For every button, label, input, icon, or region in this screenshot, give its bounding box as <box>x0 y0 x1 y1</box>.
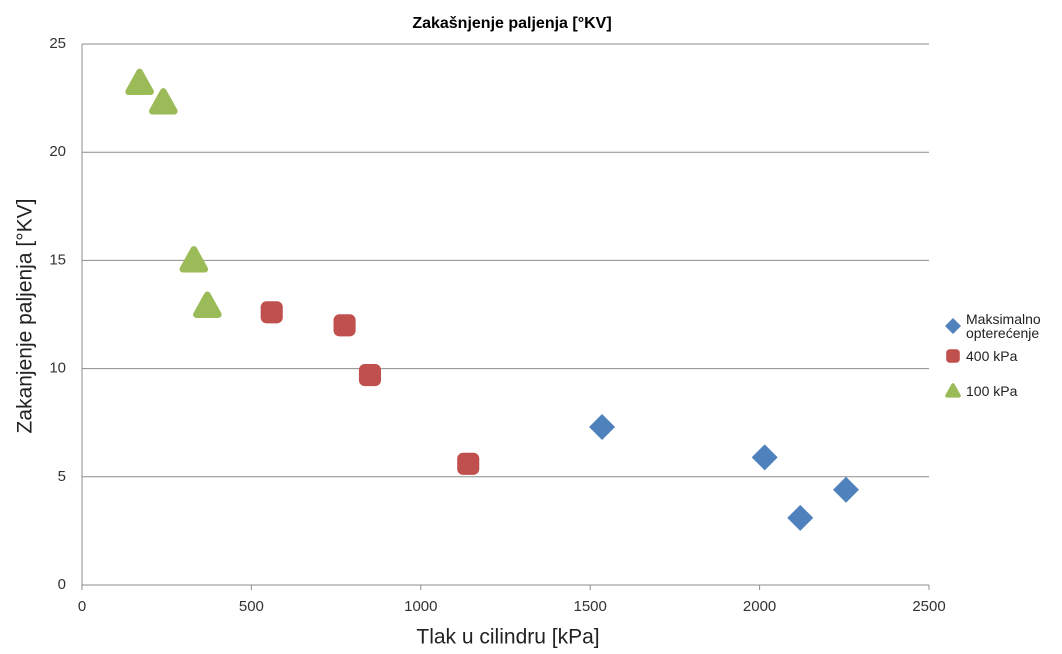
legend-label: 400 kPa <box>966 348 1018 364</box>
chart-title: Zakašnjenje paljenja [°KV] <box>412 15 611 32</box>
x-tick-label: 0 <box>78 598 86 615</box>
marker <box>457 452 480 475</box>
marker <box>589 414 616 441</box>
marker <box>149 88 178 115</box>
legend-entry: 400 kPa <box>944 347 1046 365</box>
y-tick-label: 5 <box>58 468 66 485</box>
x-tick-label: 2500 <box>912 598 945 615</box>
y-tick-label: 15 <box>49 251 66 268</box>
marker <box>832 476 859 503</box>
legend-entry: 100 kPa <box>944 382 1046 400</box>
marker <box>125 68 154 96</box>
legend-label: Maksimalno opterećenje <box>966 311 1041 341</box>
y-tick-label: 0 <box>58 576 66 593</box>
legend-icon <box>946 349 960 363</box>
marker <box>193 291 222 318</box>
marker <box>260 301 283 324</box>
y-tick-label: 10 <box>49 360 66 377</box>
x-tick-label: 1500 <box>574 598 607 615</box>
x-tick-label: 500 <box>239 598 264 615</box>
marker <box>945 383 961 398</box>
marker <box>333 314 356 337</box>
legend-icon <box>945 383 961 398</box>
marker <box>946 349 960 363</box>
y-tick-label: 20 <box>49 143 66 160</box>
legend-entry: Maksimalno opterećenje <box>944 312 1046 340</box>
marker <box>179 246 209 273</box>
legend-icon <box>945 318 961 334</box>
x-axis-label: Tlak u cilindru [kPa] <box>416 626 599 649</box>
marker <box>945 318 961 334</box>
legend-label: 100 kPa <box>966 383 1018 399</box>
x-tick-label: 1000 <box>404 598 437 615</box>
marker <box>787 504 814 531</box>
marker <box>358 364 382 387</box>
y-tick-label: 25 <box>49 35 66 52</box>
y-axis-label: Zakanjenje paljenja [°KV] <box>14 199 37 434</box>
x-tick-label: 2000 <box>743 598 776 615</box>
marker <box>751 444 778 471</box>
